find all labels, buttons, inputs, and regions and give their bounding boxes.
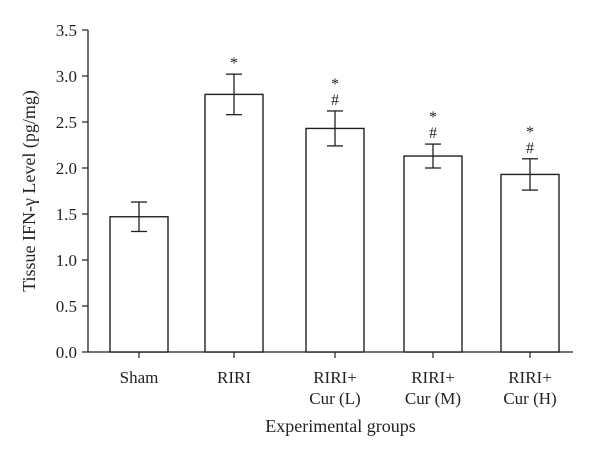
significance-marker: * [526, 124, 534, 141]
y-tick-label: 0.0 [56, 343, 77, 362]
bar [500, 173, 560, 353]
significance-marker: # [331, 92, 339, 109]
y-tick-label: 1.0 [56, 251, 77, 270]
y-tick-label: 2.5 [56, 113, 77, 132]
y-tick-label: 0.5 [56, 297, 77, 316]
significance-marker: * [429, 109, 437, 126]
y-tick-label: 3.0 [56, 67, 77, 86]
significance-marker: # [429, 125, 437, 142]
y-axis: 0.0 0.5 1.0 1.5 2.0 2.5 3.0 3.5 [56, 21, 89, 362]
bar [403, 155, 463, 353]
x-tick-label: RIRI+ [313, 368, 357, 387]
y-tick-label: 1.5 [56, 205, 77, 224]
significance-marker: # [526, 140, 534, 157]
x-axis-title: Experimental groups [265, 416, 415, 436]
x-tick-label: Cur (L) [309, 389, 360, 408]
significance-marker: * [230, 55, 238, 72]
y-tick-label: 2.0 [56, 159, 77, 178]
x-axis: Sham RIRI RIRI+ Cur (L) RIRI+ Cur (M) RIRI+ Cur… [88, 351, 573, 408]
x-tick-label: Cur (H) [503, 389, 556, 408]
x-tick-label: RIRI+ [508, 368, 552, 387]
bar [109, 216, 169, 353]
bars [109, 73, 560, 353]
x-tick-label: RIRI [217, 368, 251, 387]
y-axis-title: Tissue IFN-γ Level (pg/mg) [19, 90, 40, 292]
x-tick-label: RIRI+ [411, 368, 455, 387]
labels: *#*#*#* [230, 55, 534, 157]
significance-marker: * [331, 76, 339, 93]
bar [204, 93, 264, 353]
y-tick-label: 3.5 [56, 21, 77, 40]
x-tick-label: Sham [120, 368, 159, 387]
x-tick-label: Cur (M) [405, 389, 461, 408]
bar [305, 127, 365, 353]
